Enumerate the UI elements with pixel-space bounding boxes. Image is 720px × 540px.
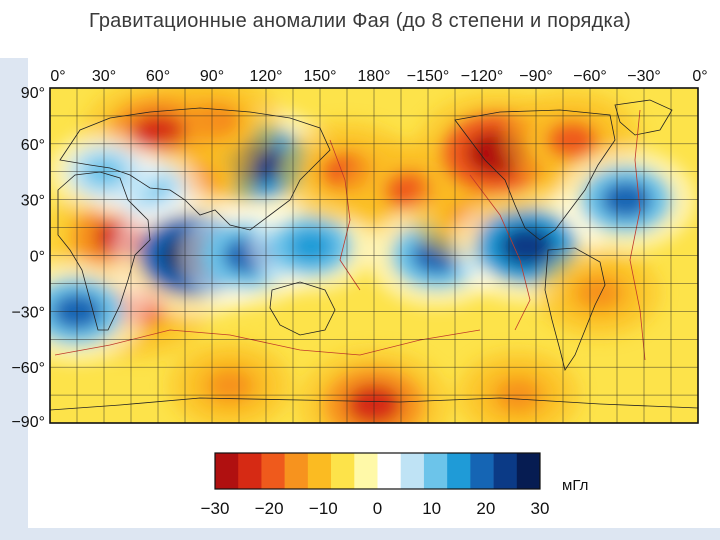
longitude-label: 60° bbox=[146, 68, 170, 85]
colorbar-frame bbox=[214, 452, 541, 490]
colorbar-swatch bbox=[307, 453, 332, 489]
colorbar-swatch bbox=[377, 453, 402, 489]
colorbar-swatch bbox=[215, 453, 239, 489]
coastline-south-america bbox=[544, 247, 606, 371]
longitude-label: −30° bbox=[627, 68, 661, 85]
latitude-label: −60° bbox=[11, 360, 45, 377]
colorbar-tick-label: 10 bbox=[422, 499, 441, 518]
colorbar-tick-label: 20 bbox=[476, 499, 495, 518]
colorbar-swatch bbox=[331, 453, 355, 489]
left-decor-band bbox=[0, 58, 28, 528]
slide-title: Гравитационные аномалии Фая (до 8 степен… bbox=[88, 10, 632, 32]
colorbar-swatch bbox=[423, 453, 448, 489]
latitude-label: 0° bbox=[30, 249, 45, 266]
longitude-label: −150° bbox=[407, 68, 449, 85]
anomaly-core bbox=[546, 121, 598, 159]
colorbar-swatch bbox=[238, 453, 262, 489]
longitude-label: 90° bbox=[200, 68, 224, 85]
coastline-antarctica bbox=[50, 397, 698, 411]
plate-boundary-4 bbox=[469, 174, 531, 331]
anomaly-core bbox=[288, 229, 334, 263]
plate-boundary-1 bbox=[54, 329, 481, 356]
map-frame bbox=[49, 87, 699, 424]
colorbar-tick-label: 30 bbox=[531, 499, 550, 518]
colorbar-swatch bbox=[354, 453, 378, 489]
colorbar-tick-label: −10 bbox=[309, 499, 338, 518]
anomaly-core bbox=[207, 369, 253, 403]
anomaly-core bbox=[576, 275, 622, 310]
longitude-label: 0° bbox=[692, 68, 707, 85]
longitude-label: 0° bbox=[50, 68, 65, 85]
latitude-label: 90° bbox=[21, 85, 45, 102]
latitude-label: 60° bbox=[21, 137, 45, 154]
longitude-label: −90° bbox=[519, 68, 553, 85]
longitude-label: 180° bbox=[357, 68, 390, 85]
coastlines bbox=[50, 99, 698, 411]
latitude-label: −30° bbox=[11, 304, 45, 321]
colorbar bbox=[214, 452, 541, 490]
colorbar-swatch bbox=[516, 453, 541, 489]
longitude-label: −120° bbox=[461, 68, 503, 85]
colorbar-swatch bbox=[493, 453, 518, 489]
longitude-label: 30° bbox=[92, 68, 116, 85]
anomaly-core bbox=[499, 225, 555, 267]
colorbar-tick-label: 0 bbox=[373, 499, 382, 518]
colorbar-swatch bbox=[447, 453, 471, 489]
colorbar-unit: мГл bbox=[562, 477, 588, 494]
colorbar-swatch bbox=[284, 453, 309, 489]
colorbar-tick-label: −30 bbox=[201, 499, 230, 518]
coastline-greenland bbox=[614, 99, 673, 136]
bottom-decor-band bbox=[0, 528, 720, 540]
plate-boundary-2 bbox=[629, 109, 646, 361]
colorbar-tick-label: −20 bbox=[255, 499, 284, 518]
longitude-label: 120° bbox=[249, 68, 282, 85]
coastline-north-america bbox=[454, 109, 616, 241]
colorbar-swatch bbox=[261, 453, 285, 489]
latitude-label: 30° bbox=[21, 193, 45, 210]
map-grid bbox=[50, 88, 698, 423]
longitude-labels: 0° 30° 60° 90° 120° 150° 180° −150° −120° −90° −60… bbox=[50, 68, 707, 85]
coastline-africa bbox=[57, 171, 151, 331]
plate-boundary-3 bbox=[329, 139, 361, 291]
latitude-label: −90° bbox=[11, 414, 45, 431]
coastline-australia bbox=[269, 281, 336, 336]
colorbar-swatch bbox=[470, 453, 494, 489]
colorbar-swatch bbox=[400, 453, 425, 489]
coastline-eurasia bbox=[59, 107, 331, 231]
longitude-label: 150° bbox=[303, 68, 336, 85]
colorbar-tick-labels: −30 −20 −10 0 10 20 30 bbox=[201, 499, 550, 518]
latitude-labels: 90° 60° 30° 0° −30° −60° −90° bbox=[11, 85, 45, 431]
longitude-label: −60° bbox=[573, 68, 607, 85]
